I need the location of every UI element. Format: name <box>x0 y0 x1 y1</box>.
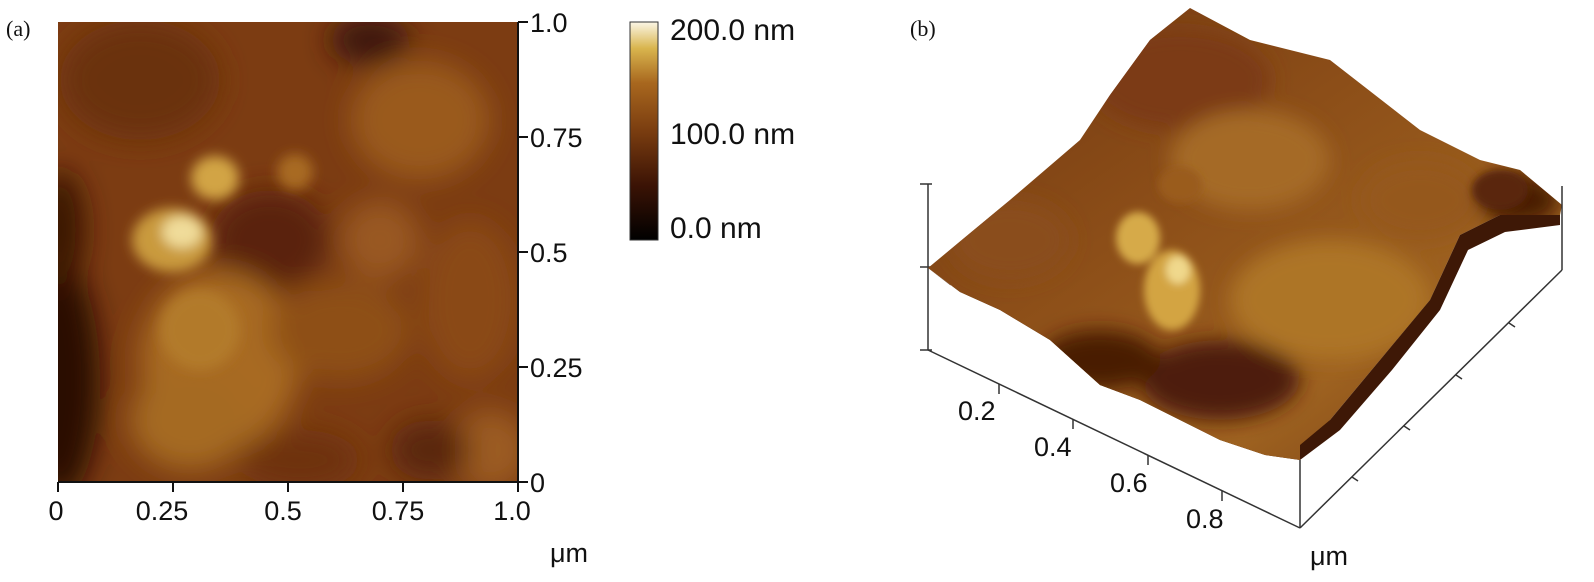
colorbar-max-label: 200.0 nm <box>670 14 796 47</box>
afm-3d-surface <box>928 8 1562 460</box>
x-tick-label: 0.75 <box>372 496 425 526</box>
y-tick-label: 0 <box>530 468 545 498</box>
axis-tick-label: 0.2 <box>958 396 996 426</box>
y-tick-label: 0.75 <box>530 123 583 153</box>
panel-b-side-ticks <box>1351 322 1516 482</box>
panel-b-label: (b) <box>910 16 936 41</box>
panel-a-bottom-axis <box>57 481 519 492</box>
panel-a-label: (a) <box>6 16 31 41</box>
colorbar <box>629 21 659 241</box>
panel-a-x-tick-labels: 0 0.25 0.5 0.75 1.0 <box>48 496 530 526</box>
axis-tick-label: 0.6 <box>1110 468 1148 498</box>
panel-a-right-axis <box>517 21 528 483</box>
panel-b-axes <box>927 186 1563 529</box>
y-tick-label: 1.0 <box>530 8 568 38</box>
axis-tick-label: 0.4 <box>1034 432 1072 462</box>
x-tick-label: 0.5 <box>264 496 302 526</box>
panel-b-front-ticks <box>998 384 1223 501</box>
panel-a-y-tick-labels: 1.0 0.75 0.5 0.25 0 <box>530 8 583 498</box>
x-tick-label: 1.0 <box>493 496 531 526</box>
x-tick-label: 0.25 <box>136 496 189 526</box>
colorbar-min-label: 0.0 nm <box>670 212 762 245</box>
panel-b-unit-label: μm <box>1310 541 1348 571</box>
y-tick-label: 0.25 <box>530 353 583 383</box>
panel-a-unit-label: μm <box>550 538 588 568</box>
axis-tick-label: 0.8 <box>1186 504 1224 534</box>
y-tick-label: 0.5 <box>530 238 568 268</box>
x-tick-label: 0 <box>48 496 63 526</box>
colorbar-mid-label: 100.0 nm <box>670 118 796 151</box>
panel-b-tick-labels: 0.2 0.4 0.6 0.8 <box>958 396 1224 534</box>
afm-image-surface <box>58 22 518 482</box>
